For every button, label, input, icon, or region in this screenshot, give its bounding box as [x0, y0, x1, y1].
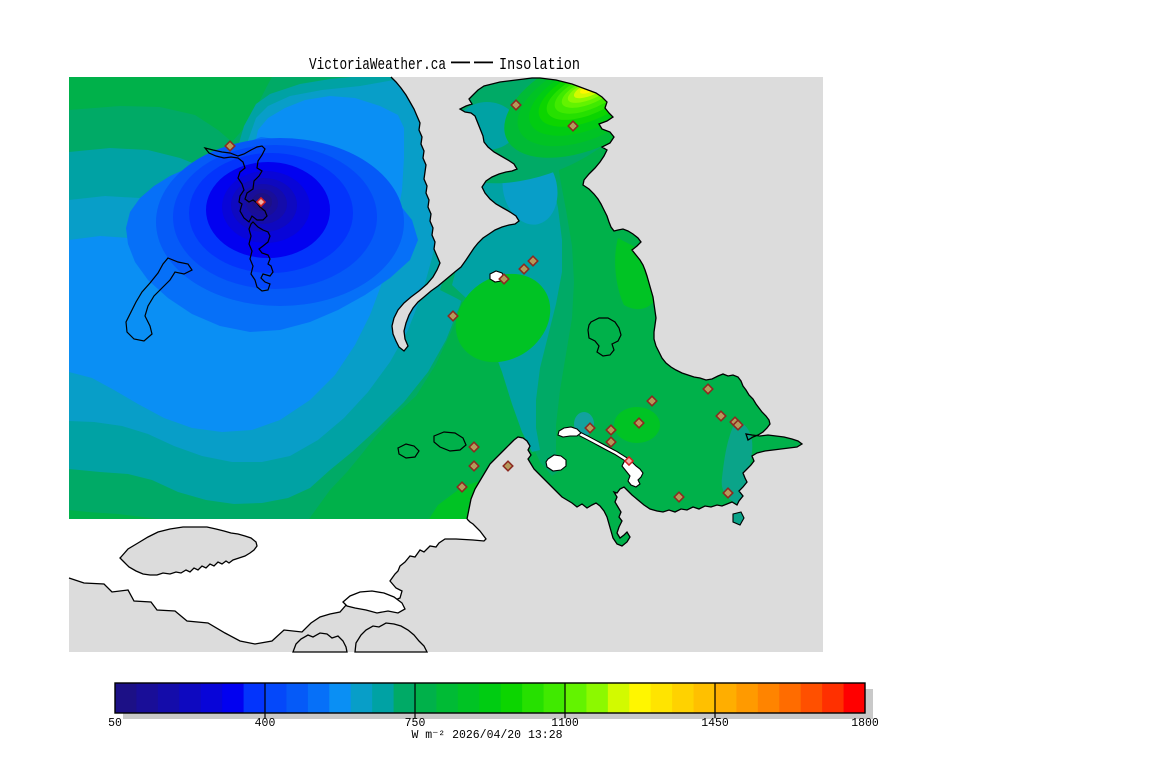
svg-text:Insolation: Insolation — [499, 56, 580, 75]
svg-text:1450: 1450 — [701, 717, 729, 730]
svg-text:1800: 1800 — [851, 717, 879, 730]
svg-text:1100: 1100 — [551, 717, 579, 730]
svg-text:750: 750 — [405, 717, 426, 730]
svg-text:400: 400 — [255, 717, 276, 730]
svg-text:W m⁻² 2026/04/20 13:28: W m⁻² 2026/04/20 13:28 — [412, 729, 563, 742]
svg-text:VictoriaWeather.ca: VictoriaWeather.ca — [309, 56, 446, 75]
svg-text:50: 50 — [108, 717, 122, 730]
